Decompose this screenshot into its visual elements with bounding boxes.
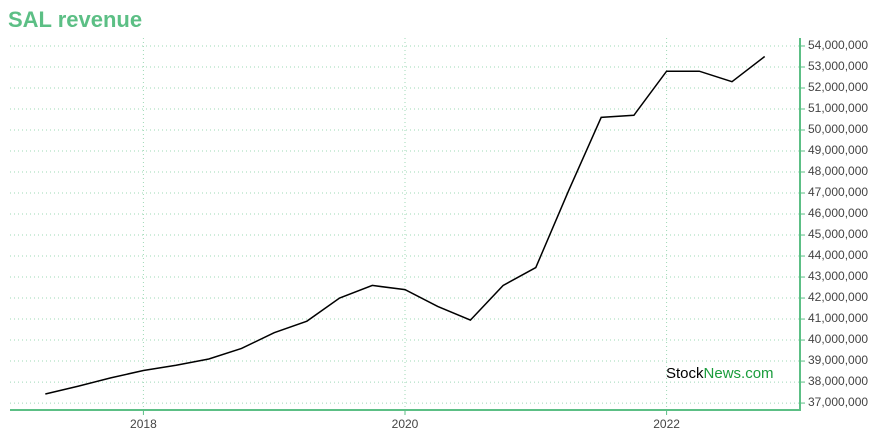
y-tick-label: 52,000,000 [808, 80, 868, 94]
watermark: StockNews.com [666, 365, 774, 382]
y-tick-label: 48,000,000 [808, 164, 868, 178]
y-tick-label: 38,000,000 [808, 374, 868, 388]
y-tick-label: 45,000,000 [808, 227, 868, 241]
y-tick-label: 44,000,000 [808, 248, 868, 262]
y-tick-label: 54,000,000 [808, 38, 868, 52]
y-tick-label: 53,000,000 [808, 59, 868, 73]
y-tick-label: 51,000,000 [808, 101, 868, 115]
x-tick-label: 2018 [130, 417, 157, 431]
watermark-brand: Stock [666, 365, 704, 382]
y-tick-label: 49,000,000 [808, 143, 868, 157]
y-tick-label: 37,000,000 [808, 395, 868, 409]
watermark-domain: News.com [704, 365, 774, 382]
y-tick-label: 41,000,000 [808, 311, 868, 325]
y-tick-label: 43,000,000 [808, 269, 868, 283]
x-tick-label: 2020 [392, 417, 419, 431]
y-tick-label: 47,000,000 [808, 185, 868, 199]
y-tick-label: 42,000,000 [808, 290, 868, 304]
x-tick-label: 2022 [653, 417, 680, 431]
y-tick-label: 39,000,000 [808, 353, 868, 367]
chart-title: SAL revenue [8, 7, 142, 32]
y-tick-label: 50,000,000 [808, 122, 868, 136]
y-tick-label: 46,000,000 [808, 206, 868, 220]
y-tick-label: 40,000,000 [808, 332, 868, 346]
line [45, 55, 766, 395]
